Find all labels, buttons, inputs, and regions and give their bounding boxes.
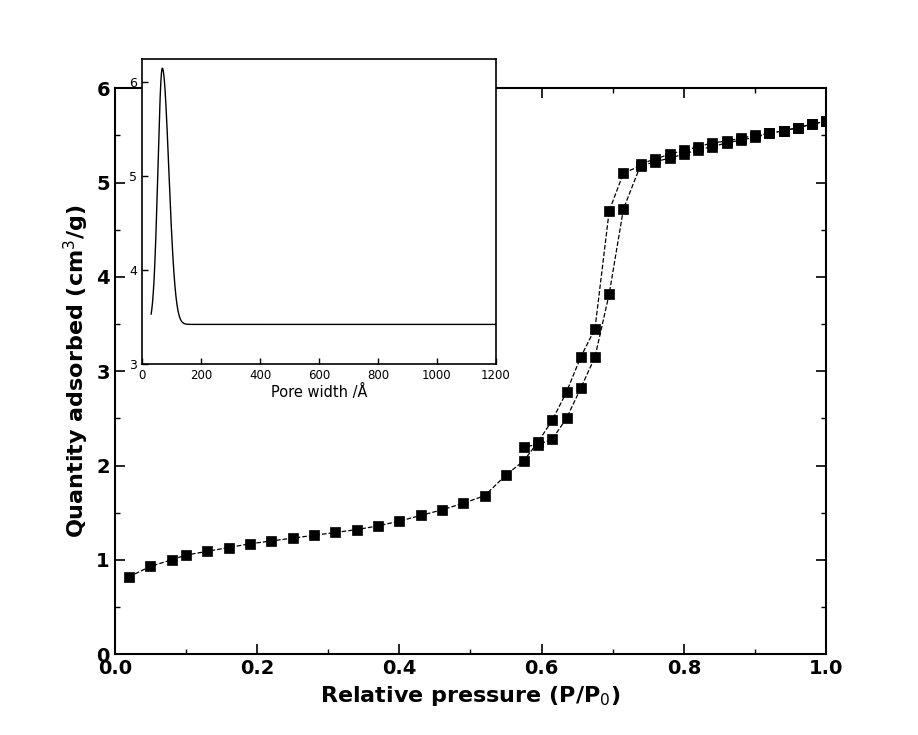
X-axis label: Pore width /Å: Pore width /Å <box>271 384 367 401</box>
Y-axis label: Quantity adsorbed (cm$^3$/g): Quantity adsorbed (cm$^3$/g) <box>62 204 91 538</box>
X-axis label: Relative pressure (P/P$_0$): Relative pressure (P/P$_0$) <box>320 684 621 708</box>
